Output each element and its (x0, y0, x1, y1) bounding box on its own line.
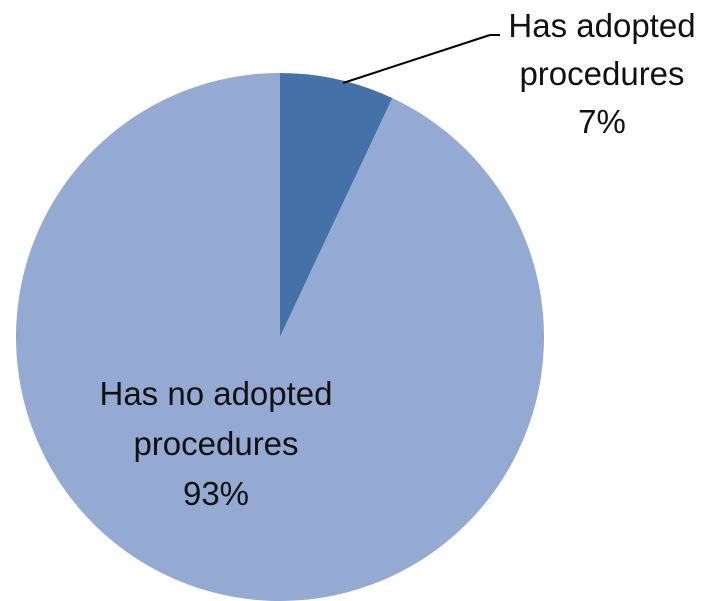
slice-percent-adopted: 7% (578, 103, 626, 140)
slice-label-adopted-line2: procedures (519, 55, 684, 92)
slice-label-adopted-line1: Has adopted (508, 7, 695, 44)
pie-slice-not-adopted (15, 73, 544, 601)
pie-slice-adopted (280, 73, 393, 337)
slice-label-not-adopted-line2: procedures (133, 425, 298, 462)
pie-slices (15, 73, 544, 601)
slice-label-not-adopted-line1: Has no adopted (99, 375, 332, 412)
leader-line-adopted (342, 34, 491, 84)
slice-percent-not-adopted: 93% (183, 475, 249, 512)
